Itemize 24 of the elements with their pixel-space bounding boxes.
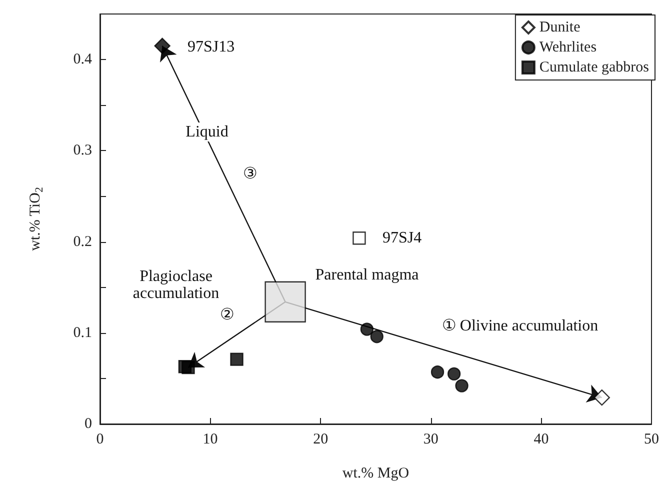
legend-label: Dunite [539, 20, 581, 36]
x-tick-label: 30 [423, 432, 438, 448]
y-tick-label: 0.4 [73, 52, 92, 68]
y-tick-label: 0 [84, 416, 92, 432]
x-tick-label: 50 [644, 432, 659, 448]
legend-label: Wehrlites [539, 40, 597, 56]
annotation: 97SJ13 [187, 38, 235, 56]
x-tick-label: 10 [202, 432, 218, 448]
x-tick-label: 20 [313, 432, 328, 448]
x-tick-label: 40 [534, 432, 549, 448]
annotation: 97SJ4 [382, 230, 422, 246]
legend-label: Cumulate gabbros [539, 60, 650, 76]
x-axis-title: wt.% MgO [342, 466, 410, 482]
annotation: ③ [243, 166, 257, 182]
annotation: Parental magma [315, 266, 419, 284]
y-axis-title: wt.% TiO2 [28, 186, 46, 251]
annotation: Liquid [186, 124, 228, 140]
annotation: ② [220, 306, 234, 324]
y-tick-label: 0.3 [73, 142, 92, 159]
annotation: Plagioclase accumulation [132, 268, 220, 302]
annotation: ① Olivine accumulation [442, 318, 598, 334]
y-tick-label: 0.2 [73, 234, 92, 250]
y-tick-label: 0.1 [73, 324, 92, 341]
x-tick-label: 0 [96, 432, 104, 448]
